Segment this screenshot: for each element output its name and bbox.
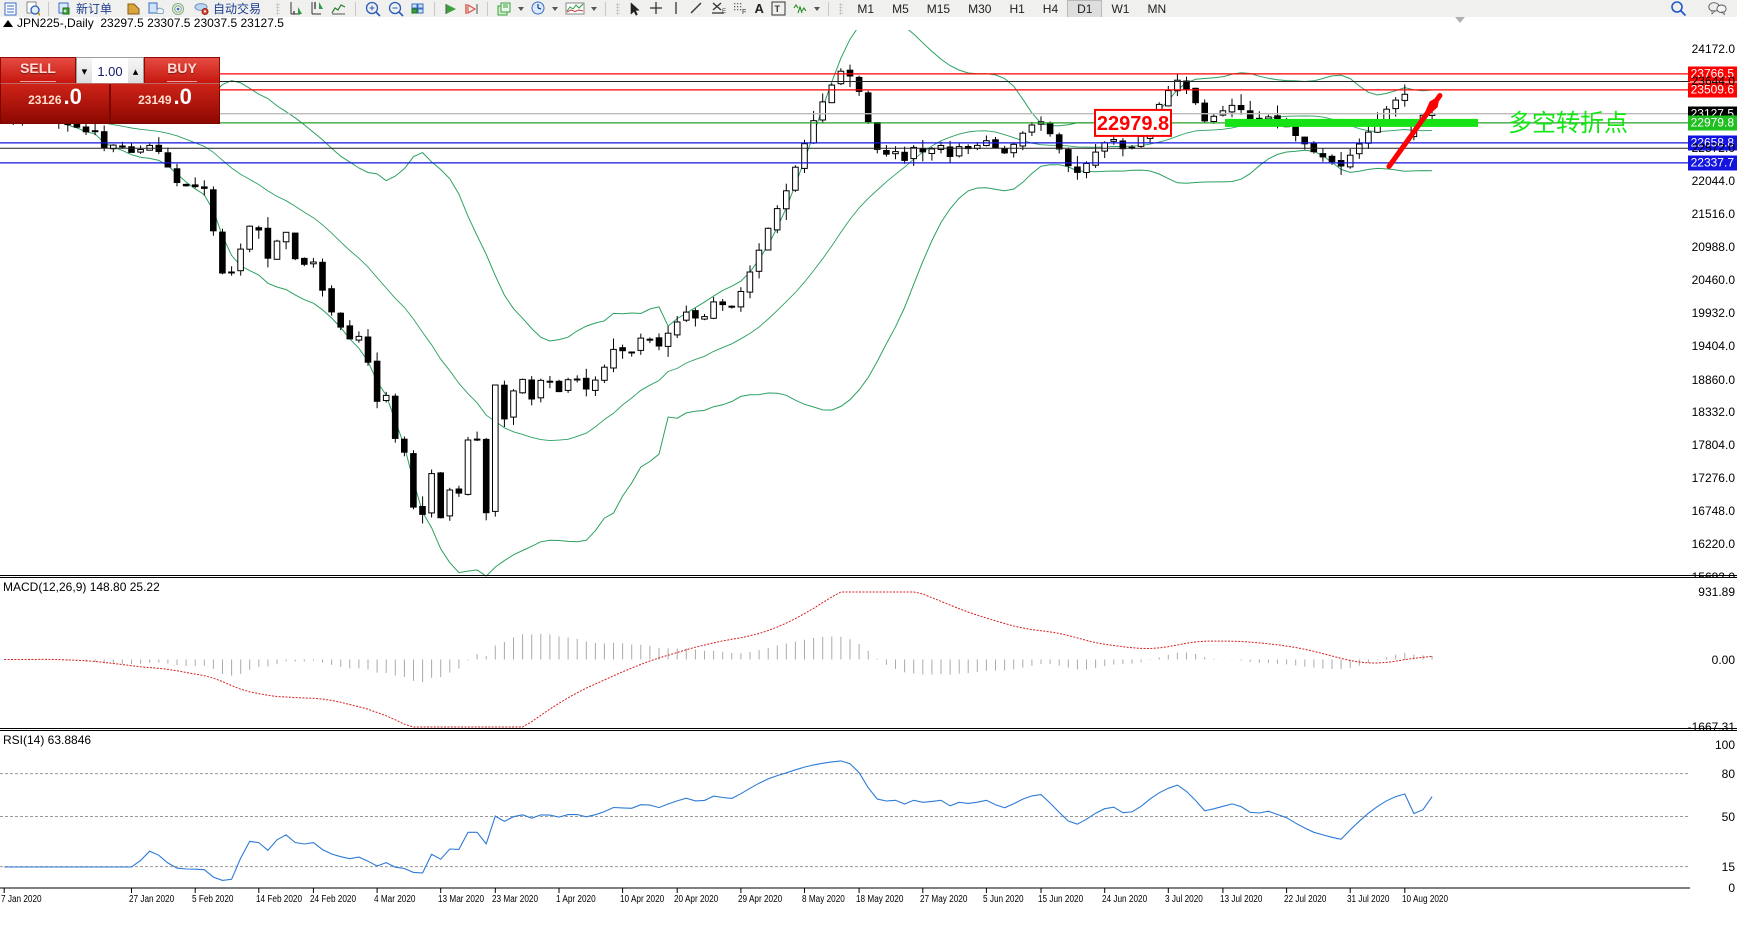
svg-text:T: T bbox=[774, 4, 780, 14]
svg-text:22979.8: 22979.8 bbox=[1097, 113, 1169, 135]
svg-text:多空转折点: 多空转折点 bbox=[1508, 110, 1628, 137]
svg-text:E: E bbox=[722, 9, 726, 15]
svg-text:F: F bbox=[742, 9, 746, 16]
